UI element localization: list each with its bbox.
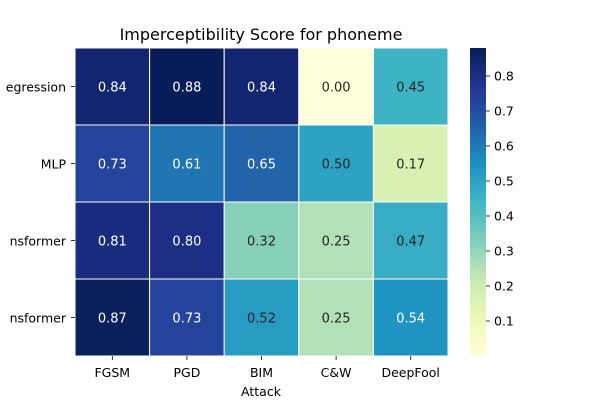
heatmap-cell — [223, 201, 300, 280]
chart-title: Imperceptibility Score for phoneme — [120, 25, 403, 44]
heatmap-cell — [372, 278, 449, 357]
heatmap-cell-label: 0.00 — [322, 81, 351, 96]
heatmap-cell-label: 0.25 — [322, 235, 351, 250]
colorbar-tick-label: 0.7 — [494, 104, 514, 119]
colorbar-tick-label: 0.8 — [494, 69, 514, 84]
y-tick-labels: egression MLP nsformer nsformer — [6, 80, 75, 326]
x-tick-label: DeepFool — [381, 365, 439, 380]
heatmap-cell-labels: 0.84 0.88 0.84 0.00 0.45 0.73 0.61 0.65 0.50 0.17… — [98, 81, 425, 327]
heatmap-cell-label: 0.84 — [247, 81, 276, 96]
colorbar-ticks: 0.1 0.2 0.3 0.4 0.5 0.6 0.7 0.8 — [486, 69, 514, 329]
x-tick-label: FGSM — [94, 365, 130, 380]
x-axis-label: Attack — [241, 384, 282, 399]
heatmap-cell — [372, 47, 449, 126]
heatmap-cells — [74, 47, 449, 357]
y-tick-label: nsformer — [10, 311, 67, 326]
heatmap-cell — [223, 47, 300, 126]
heatmap-cell-label: 0.54 — [396, 312, 425, 327]
x-tick-labels: FGSM PGD BIM C&W DeepFool — [94, 356, 440, 380]
y-tick-label: egression — [6, 80, 66, 95]
heatmap-cell — [149, 201, 225, 280]
heatmap-cell-label: 0.65 — [247, 158, 276, 173]
heatmap-cell-label: 0.17 — [396, 158, 425, 173]
heatmap-cell-label: 0.73 — [98, 158, 127, 173]
heatmap-cell-label: 0.52 — [247, 312, 276, 327]
heatmap-cell-label: 0.61 — [172, 158, 201, 173]
heatmap-cell — [372, 124, 449, 203]
x-tick-label: BIM — [250, 365, 273, 380]
colorbar-tick-label: 0.2 — [494, 279, 514, 294]
heatmap-cell — [298, 201, 374, 280]
heatmap-cell-label: 0.47 — [396, 235, 425, 250]
heatmap-cell-label: 0.50 — [322, 158, 351, 173]
heatmap-cell — [372, 201, 449, 280]
heatmap-cell-label: 0.81 — [98, 235, 127, 250]
heatmap-cell-label: 0.73 — [172, 312, 201, 327]
x-tick-label: C&W — [321, 365, 352, 380]
colorbar — [470, 48, 486, 356]
colorbar-tick-label: 0.5 — [494, 174, 514, 189]
heatmap-cell — [149, 47, 225, 126]
y-tick-label: nsformer — [10, 234, 67, 249]
heatmap-cell-label: 0.25 — [322, 312, 351, 327]
heatmap-cell — [298, 278, 374, 357]
heatmap-cell-label: 0.32 — [247, 235, 276, 250]
heatmap-cell-label: 0.45 — [396, 81, 425, 96]
heatmap-cell — [223, 124, 300, 203]
heatmap-cell — [298, 47, 374, 126]
heatmap-cell-label: 0.84 — [98, 81, 127, 96]
colorbar-tick-label: 0.3 — [494, 244, 514, 259]
heatmap-cell-label: 0.80 — [172, 235, 201, 250]
colorbar-tick-label: 0.4 — [494, 209, 514, 224]
heatmap-cell-label: 0.87 — [98, 312, 127, 327]
heatmap-cell-label: 0.88 — [172, 81, 201, 96]
heatmap-cell — [149, 278, 225, 357]
heatmap-cell — [74, 47, 151, 126]
x-tick-label: PGD — [173, 365, 200, 380]
y-tick-label: MLP — [41, 157, 67, 172]
colorbar-tick-label: 0.6 — [494, 139, 514, 154]
heatmap-cell — [223, 278, 300, 357]
heatmap-cell — [74, 124, 151, 203]
colorbar-tick-label: 0.1 — [494, 314, 514, 329]
